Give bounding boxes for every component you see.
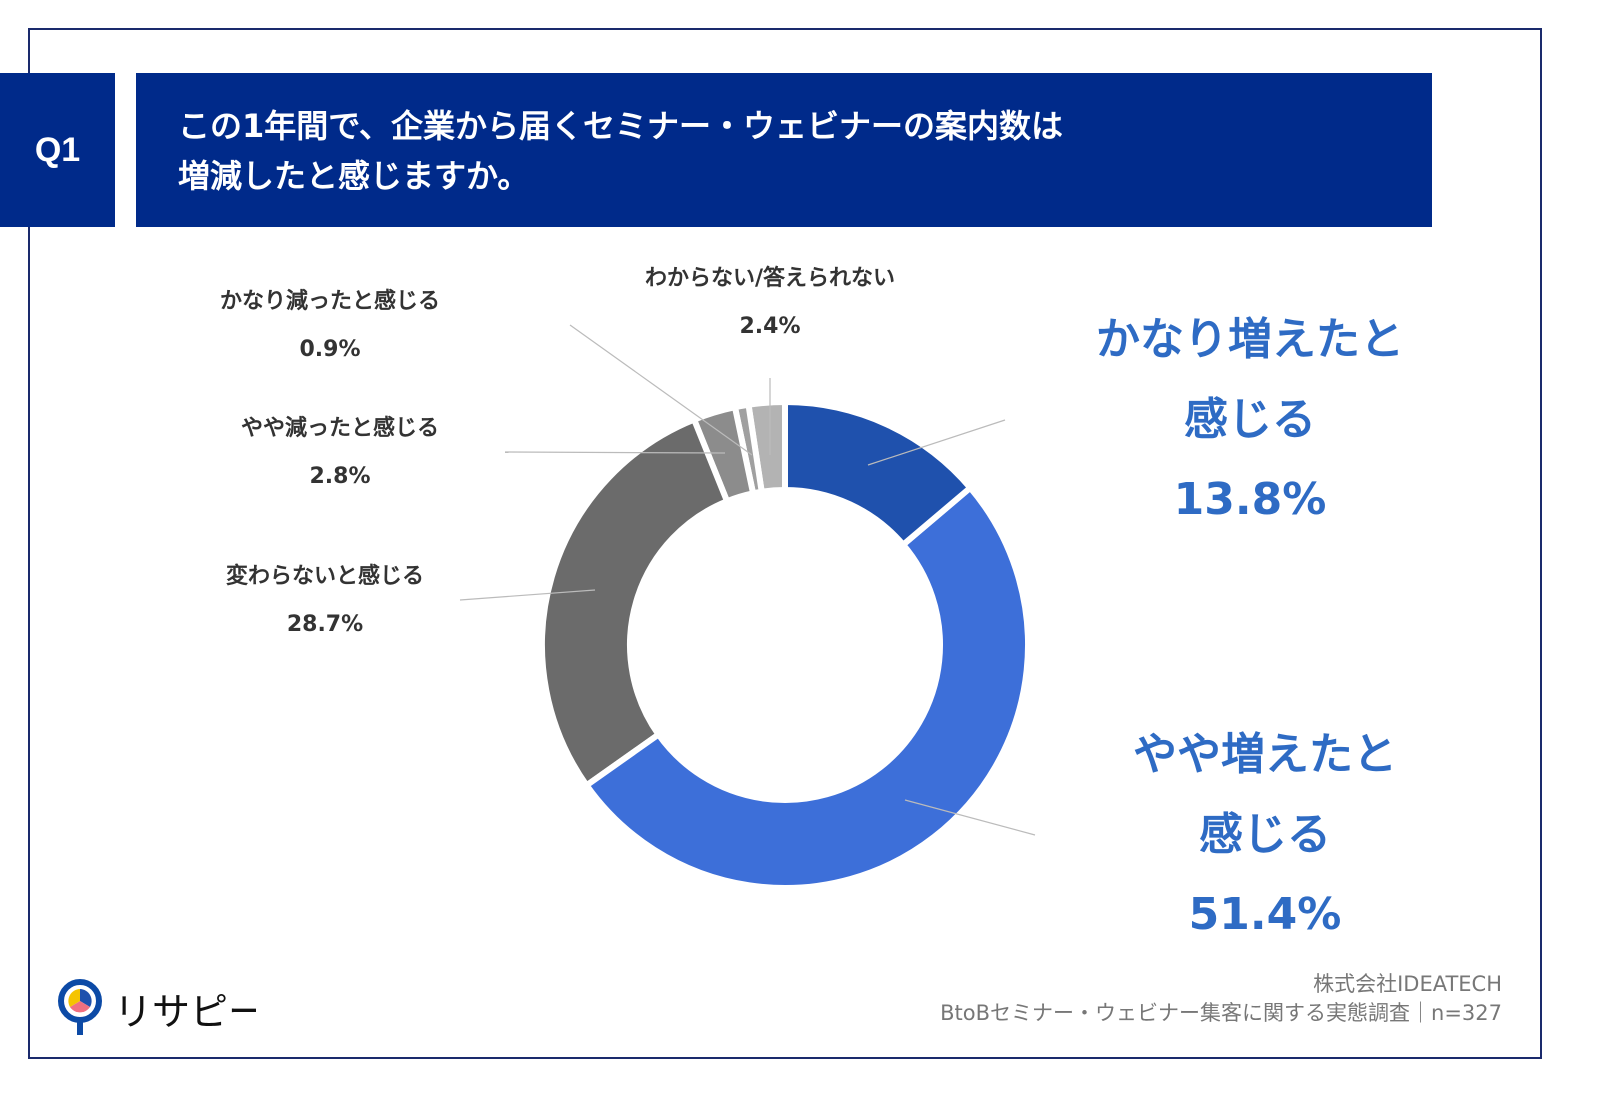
title-line-1: この1年間で、企業から届くセミナー・ウェビナーの案内数は [178, 107, 1063, 145]
leader-line [904, 799, 1036, 836]
donut-slice [582, 483, 1031, 891]
risapy-logo: リサピー [56, 975, 266, 1044]
leader-line [569, 324, 753, 456]
donut-slice [539, 415, 731, 790]
question-number: Q1 [0, 73, 115, 227]
label-slightly-much-decrease: かなり減ったと感じる 0.9% [219, 289, 440, 362]
svg-text:リサピー: リサピー [114, 990, 256, 1034]
leader-line [504, 451, 726, 454]
frame-border [28, 28, 1542, 1059]
label-unknown: わからない/答えられない 2.4% [644, 266, 896, 339]
donut-slice [782, 398, 975, 549]
source-note: 株式会社IDEATECH BtoBセミナー・ウェビナー集客に関する実態調査｜n=3… [940, 972, 1502, 1025]
leader-line [867, 419, 1006, 466]
question-title: この1年間で、企業から届くセミナー・ウェビナーの案内数は 増減したと感じますか。 [136, 73, 1432, 227]
label-no-change: 変わらないと感じる 28.7% [225, 564, 424, 637]
leader-line [459, 589, 596, 601]
label-slightly-decrease: やや減ったと感じる 2.8% [240, 416, 439, 489]
logo-icon: リサピー [58, 979, 266, 1035]
label-slightly-increase: やや増えたと 感じる 51.4% [1133, 729, 1397, 940]
title-line-2: 増減したと感じますか。 [178, 157, 530, 195]
label-much-increase: かなり増えたと 感じる 13.8% [1096, 314, 1404, 525]
